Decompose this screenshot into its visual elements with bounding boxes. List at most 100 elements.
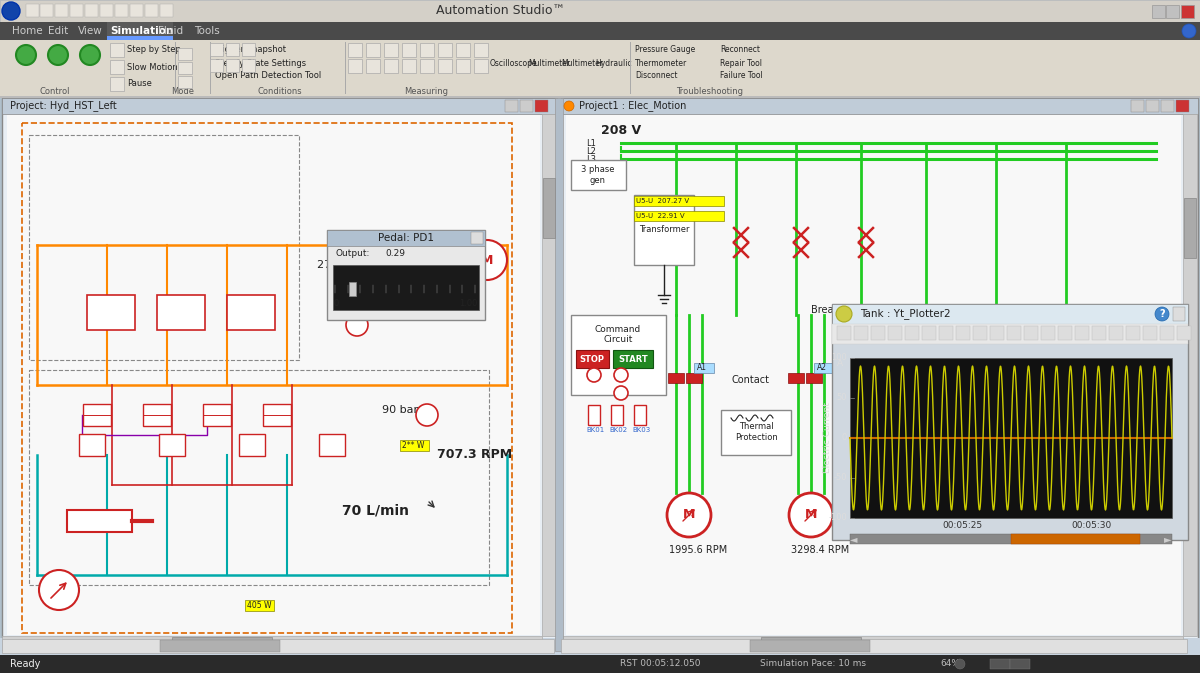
Bar	[1177, 326, 1190, 340]
Bar	[940, 326, 953, 340]
Circle shape	[955, 659, 965, 669]
Text: Home: Home	[12, 26, 43, 36]
Bar	[1142, 326, 1157, 340]
Text: STOP: STOP	[580, 355, 605, 363]
Text: ?: ?	[1159, 309, 1165, 319]
Bar	[203, 404, 230, 426]
Text: Fluid: Fluid	[158, 26, 184, 36]
Text: BK02: BK02	[610, 427, 628, 433]
Text: Ready: Ready	[10, 659, 41, 669]
Bar	[1132, 100, 1144, 112]
Text: Tank : Yt_Plotter2: Tank : Yt_Plotter2	[860, 308, 950, 320]
Circle shape	[564, 101, 574, 111]
Text: Slow Motion: Slow Motion	[127, 63, 178, 71]
Text: L1: L1	[586, 139, 596, 147]
Bar	[349, 282, 356, 296]
Text: Disconnect: Disconnect	[635, 71, 678, 81]
Bar	[210, 59, 223, 72]
Text: ►: ►	[1164, 534, 1171, 544]
Bar	[973, 326, 986, 340]
Text: 70 L/min: 70 L/min	[342, 503, 409, 517]
Bar	[1092, 326, 1106, 340]
Bar	[348, 43, 362, 57]
Text: A3: A3	[937, 363, 947, 372]
Text: 50: 50	[836, 394, 847, 402]
Bar	[806, 373, 822, 383]
Bar	[871, 326, 886, 340]
Text: 707.3 RPM: 707.3 RPM	[437, 448, 512, 462]
Bar	[326, 230, 485, 320]
Bar	[2, 98, 557, 651]
Bar	[2, 636, 542, 650]
Text: Transformer: Transformer	[638, 225, 689, 234]
Text: Pause: Pause	[127, 79, 152, 89]
Text: M: M	[683, 509, 695, 522]
Text: Project1 : Elec_Motion: Project1 : Elec_Motion	[580, 100, 686, 112]
Bar	[55, 4, 68, 17]
Bar	[157, 295, 205, 330]
Bar	[420, 43, 434, 57]
Bar	[110, 77, 124, 91]
Text: -100: -100	[828, 513, 847, 522]
Text: 00:05:25: 00:05:25	[943, 522, 983, 530]
Bar	[319, 434, 346, 456]
Bar	[438, 59, 452, 73]
Bar	[7, 115, 540, 635]
Bar	[83, 404, 112, 426]
Bar	[29, 370, 490, 585]
Bar	[905, 326, 919, 340]
Bar	[1109, 326, 1123, 340]
Bar	[571, 160, 626, 190]
Bar	[263, 404, 292, 426]
Bar	[634, 196, 724, 206]
Text: M: M	[481, 254, 493, 267]
Bar	[562, 98, 1198, 651]
Text: Steady State Settings: Steady State Settings	[215, 59, 306, 67]
Circle shape	[614, 368, 628, 382]
Bar	[348, 59, 362, 73]
Bar	[158, 434, 185, 456]
Text: Troubleshooting: Troubleshooting	[677, 87, 744, 96]
Text: 208 V: 208 V	[601, 124, 641, 137]
Text: BK01: BK01	[586, 427, 605, 433]
Bar	[1183, 114, 1198, 636]
Text: Mode: Mode	[172, 87, 194, 96]
Text: Command: Command	[595, 326, 641, 334]
Bar	[210, 43, 223, 56]
Circle shape	[416, 404, 438, 426]
Bar	[1075, 326, 1090, 340]
Bar	[761, 637, 862, 649]
Circle shape	[587, 368, 601, 382]
Bar	[908, 373, 924, 383]
Text: Edit: Edit	[48, 26, 68, 36]
Bar	[226, 59, 239, 72]
Bar	[542, 114, 556, 636]
Bar	[888, 326, 902, 340]
Bar	[562, 636, 1183, 650]
Bar	[1152, 5, 1165, 18]
Text: -50: -50	[834, 474, 847, 483]
Circle shape	[1182, 24, 1196, 38]
Text: Multimeter: Multimeter	[528, 59, 570, 67]
Bar	[178, 48, 192, 60]
Bar	[1166, 5, 1178, 18]
Text: Automation Studio™: Automation Studio™	[436, 5, 564, 17]
Bar	[107, 22, 173, 40]
Text: Measuring: Measuring	[404, 87, 448, 96]
Circle shape	[836, 306, 852, 322]
Bar	[384, 43, 398, 57]
Bar	[562, 98, 1198, 114]
Bar	[100, 4, 113, 17]
Text: 1.00: 1.00	[458, 299, 478, 308]
Bar	[668, 373, 684, 383]
Bar	[1024, 326, 1038, 340]
Bar	[0, 98, 1200, 655]
Bar	[40, 4, 53, 17]
Bar	[990, 659, 1010, 669]
Bar	[178, 62, 192, 74]
Bar	[474, 43, 488, 57]
Text: Pedal: PD1: Pedal: PD1	[378, 233, 434, 243]
Text: L3: L3	[586, 155, 596, 164]
Circle shape	[80, 45, 100, 65]
Text: Output:: Output:	[335, 250, 370, 258]
